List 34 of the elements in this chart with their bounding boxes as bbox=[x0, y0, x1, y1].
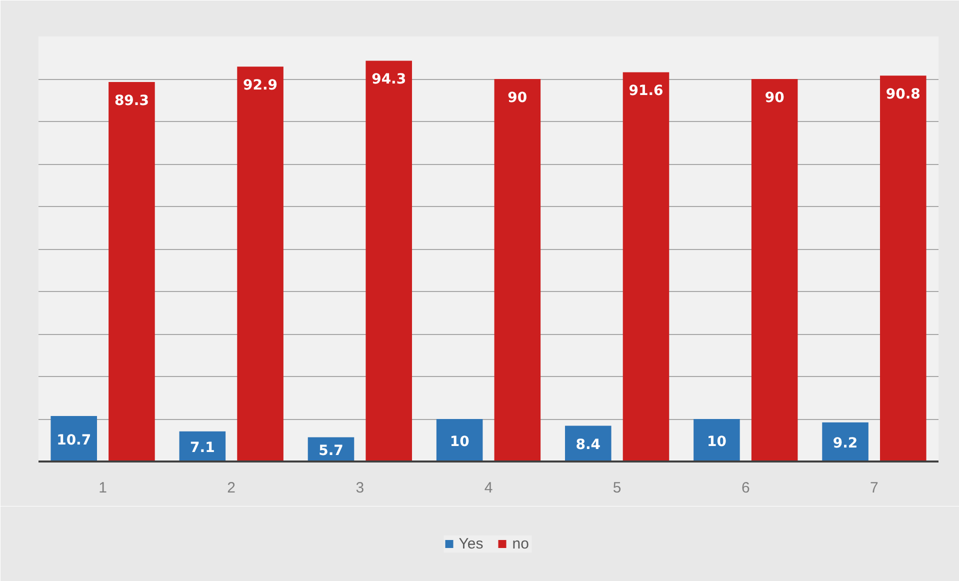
data-label: 91.6 bbox=[628, 83, 664, 100]
x-tick-label: 5 bbox=[612, 480, 622, 496]
data-label: 10 bbox=[706, 434, 727, 450]
data-label: 10.7 bbox=[56, 432, 92, 448]
x-tick-label: 7 bbox=[870, 480, 878, 496]
bar bbox=[366, 60, 412, 462]
data-label: 92.9 bbox=[243, 78, 278, 94]
bar bbox=[237, 66, 284, 462]
bar bbox=[751, 79, 798, 462]
bar bbox=[50, 416, 97, 462]
data-label: 90.8 bbox=[886, 86, 920, 103]
data-label: 9.2 bbox=[832, 435, 858, 452]
bar bbox=[494, 79, 541, 462]
x-tick-label: 2 bbox=[227, 480, 236, 496]
data-label: 5.7 bbox=[318, 442, 344, 459]
bar bbox=[436, 419, 483, 462]
data-label: 94.3 bbox=[372, 72, 406, 88]
data-label: 90 bbox=[764, 90, 785, 106]
data-label: 8.4 bbox=[576, 437, 601, 454]
x-tick-label: 6 bbox=[741, 480, 750, 496]
bar bbox=[880, 76, 926, 462]
data-label: 90 bbox=[508, 90, 528, 106]
bar bbox=[694, 419, 740, 462]
bar bbox=[822, 422, 868, 462]
data-label: 10 bbox=[450, 434, 470, 450]
bar bbox=[622, 72, 670, 462]
x-tick-label: 3 bbox=[356, 480, 364, 496]
data-label: 7.1 bbox=[190, 440, 215, 456]
legend-label: Yes bbox=[458, 535, 484, 552]
legend-label: no bbox=[512, 535, 530, 552]
bar bbox=[108, 82, 155, 462]
data-label: 89.3 bbox=[114, 92, 149, 109]
x-tick-label: 4 bbox=[484, 480, 493, 496]
x-tick-label: 1 bbox=[98, 480, 107, 496]
